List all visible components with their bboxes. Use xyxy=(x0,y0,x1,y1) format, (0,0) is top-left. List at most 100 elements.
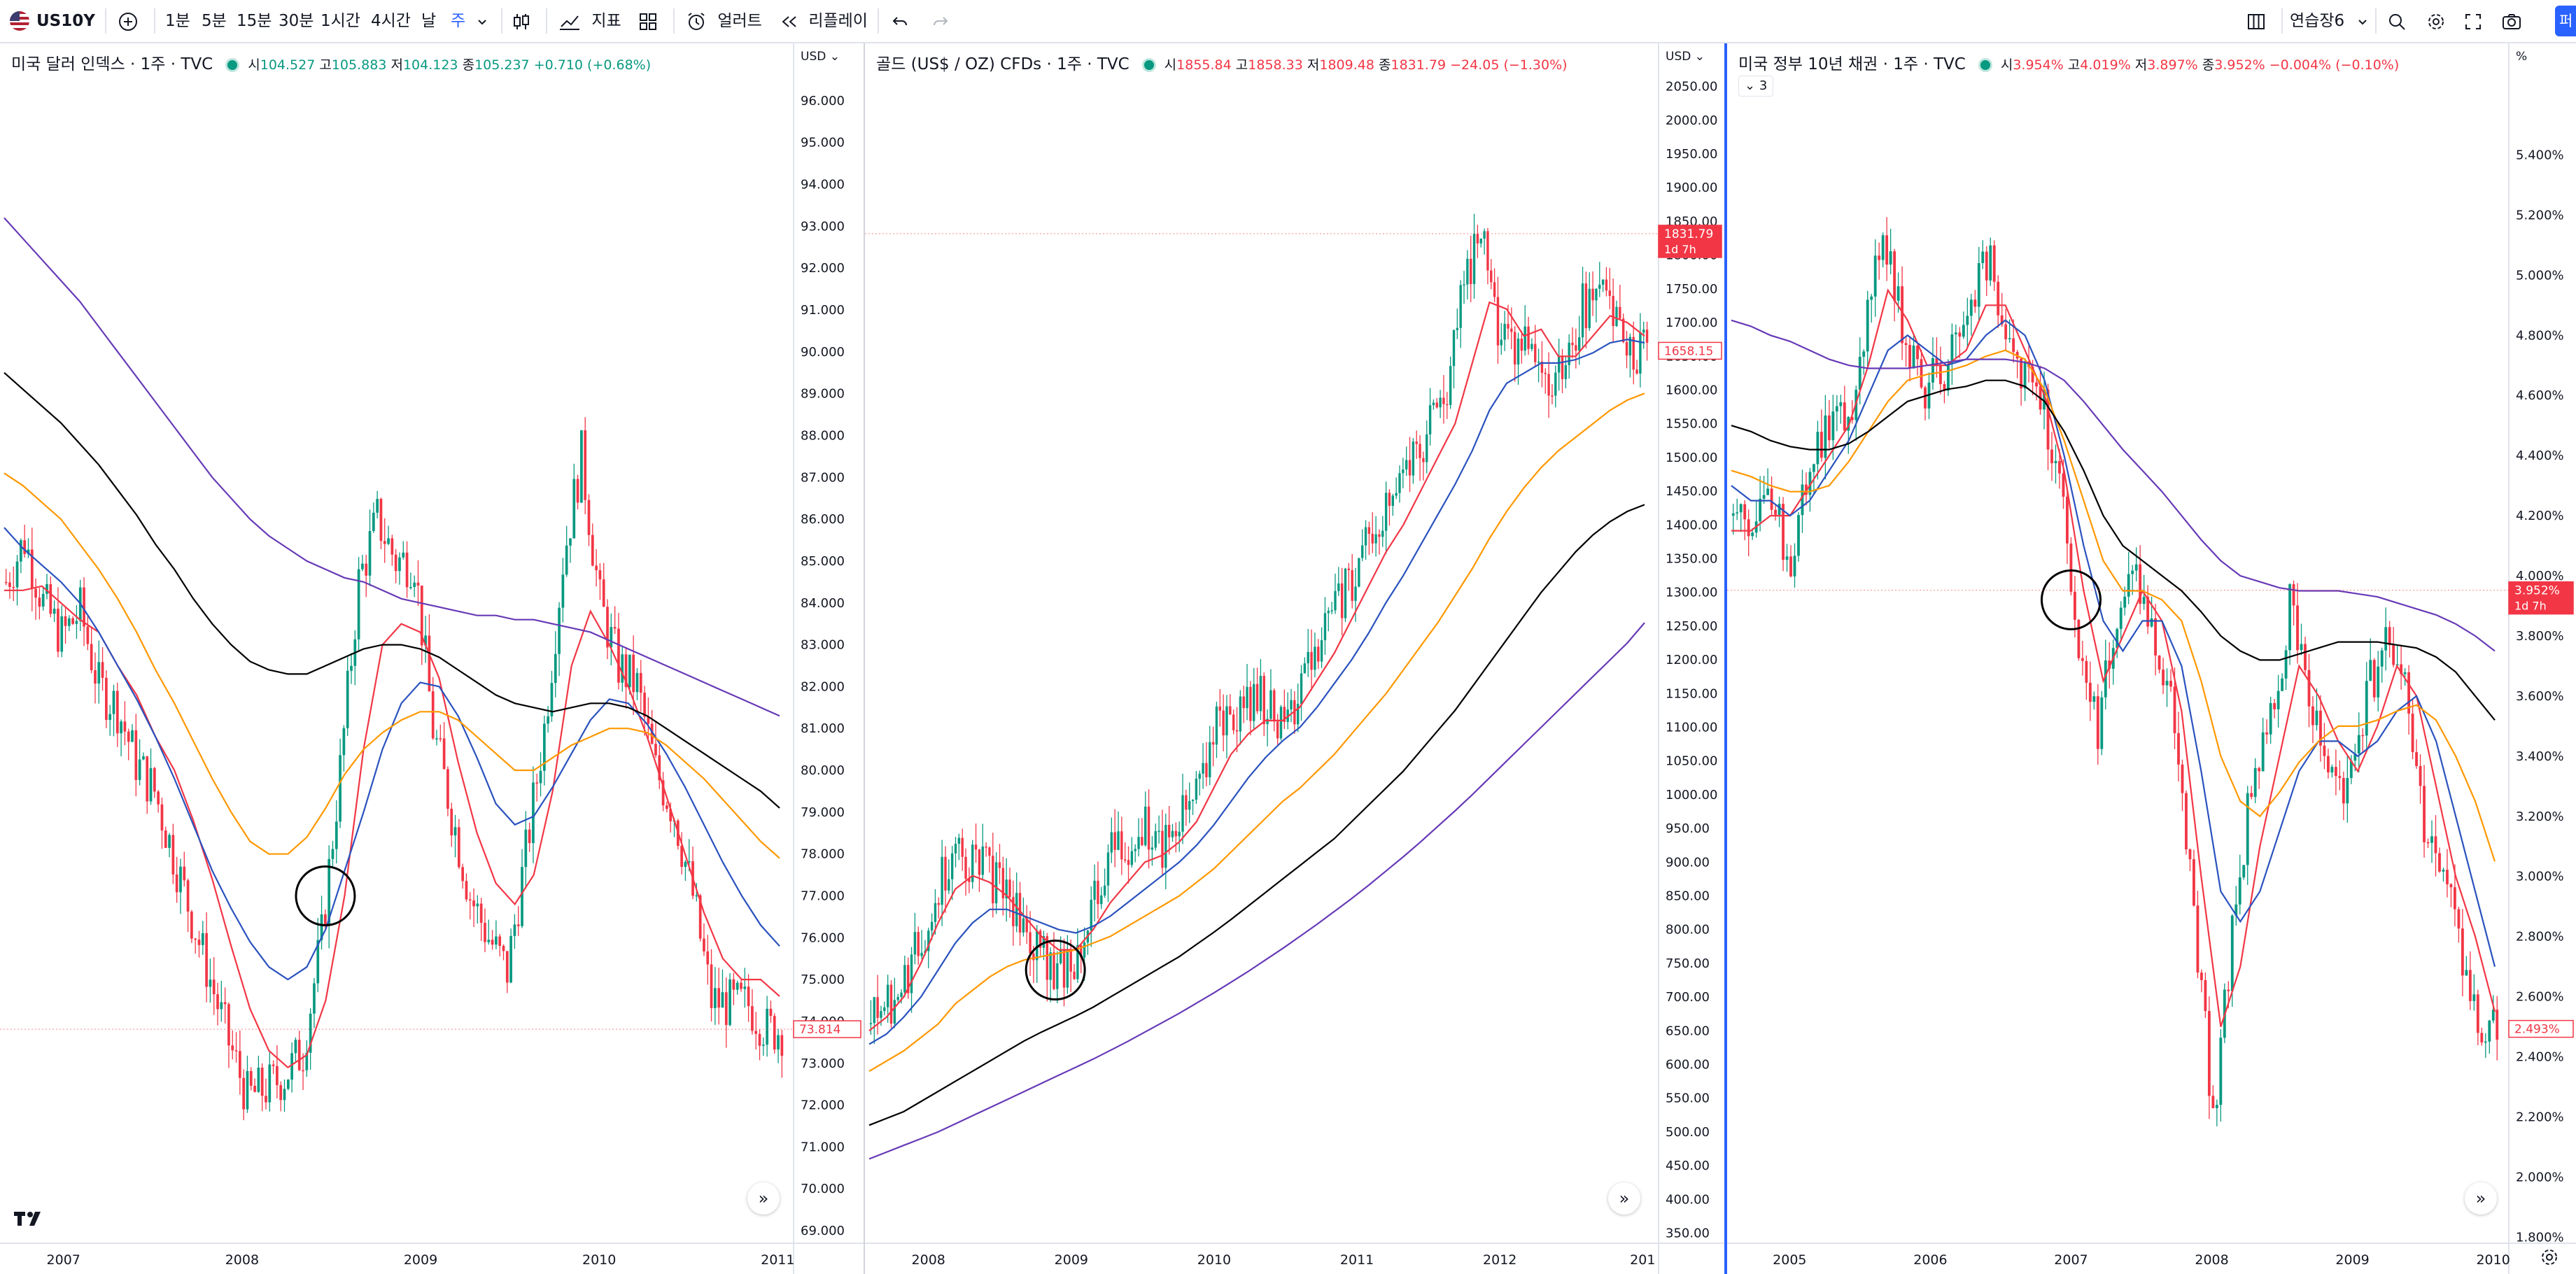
interval-1m[interactable]: 1분 xyxy=(165,12,190,30)
interval-1h[interactable]: 1시간 xyxy=(321,12,360,30)
candle-body xyxy=(2372,660,2376,698)
layout-select-button[interactable] xyxy=(2246,0,2266,42)
candle-body xyxy=(1439,397,1442,408)
templates-button[interactable] xyxy=(638,0,658,42)
price-tick-label: 950.00 xyxy=(1666,821,1710,836)
price-tick-label: 93.000 xyxy=(801,219,845,234)
time-tick-label: 2008 xyxy=(225,1252,259,1268)
candle-body xyxy=(964,856,967,879)
scroll-to-realtime-button[interactable]: » xyxy=(747,1182,780,1215)
candle-body xyxy=(2491,1010,2495,1021)
candle-body xyxy=(1920,359,1923,388)
snapshot-button[interactable] xyxy=(2501,0,2522,42)
candle-body xyxy=(2173,686,2176,733)
undo-button[interactable] xyxy=(890,0,910,42)
redo-button[interactable] xyxy=(931,0,950,42)
chart-pane-gold[interactable]: 2050.002000.001950.001900.001850.001800.… xyxy=(865,43,1724,1274)
settings-button[interactable] xyxy=(2426,0,2447,42)
chart-pane-us10y[interactable]: 5.400% 5.200% 5.000% 4.800% 4.600% 4.400% 4.20… xyxy=(1727,43,2576,1274)
candle-body xyxy=(2369,660,2372,681)
chart-canvas[interactable]: 5.400% 5.200% 5.000% 4.800% 4.600% 4.400% 4.20… xyxy=(1727,43,2576,1274)
candle-body xyxy=(1751,532,1754,537)
candle-body xyxy=(383,541,386,544)
candle-body xyxy=(2012,338,2015,353)
layout-name-button[interactable]: 연습장6 xyxy=(2290,0,2369,42)
tradingview-logo[interactable] xyxy=(14,1210,48,1230)
symbol-title[interactable]: 골드 (US$ / OZ) CFDs · 1주 · TVC xyxy=(876,55,1129,73)
publish-button[interactable]: 퍼블 xyxy=(2555,6,2576,36)
candle-body xyxy=(1323,613,1327,641)
fullscreen-button[interactable] xyxy=(2463,0,2483,42)
chart-type-button[interactable] xyxy=(511,0,532,42)
candle-body xyxy=(1615,306,1618,327)
pane-divider[interactable] xyxy=(864,43,865,1274)
interval-week[interactable]: 주 xyxy=(451,12,466,30)
interval-day[interactable]: 날 xyxy=(421,12,437,30)
interval-5m[interactable]: 5분 xyxy=(202,12,227,30)
candle-body xyxy=(2311,706,2314,726)
axis-unit-label: % xyxy=(2516,50,2527,64)
time-tick-label: 2008 xyxy=(912,1252,945,1268)
candle-body xyxy=(1850,416,1854,420)
candle-body xyxy=(502,945,505,951)
last-price-badge xyxy=(1658,225,1722,258)
candle-body xyxy=(1340,583,1344,618)
chart-canvas[interactable]: 96.000 95.000 94.000 93.000 92.000 91.000 90.0… xyxy=(0,43,864,1274)
candle-body xyxy=(2227,989,2230,991)
candle-body xyxy=(1605,279,1608,291)
candle-body xyxy=(1358,558,1360,587)
symbol-title[interactable]: 미국 정부 10년 채권 · 1주 · TVC xyxy=(1738,55,1966,73)
scroll-to-realtime-button[interactable]: » xyxy=(1608,1182,1640,1215)
candle-body xyxy=(550,683,554,716)
candle-body xyxy=(112,691,115,714)
candle-body xyxy=(2304,644,2307,670)
candle-body xyxy=(624,654,628,688)
candle-body xyxy=(1171,830,1174,837)
search-button[interactable] xyxy=(2386,0,2407,42)
candle-body xyxy=(468,899,472,901)
candle-body xyxy=(1540,361,1544,373)
chart-settings-button[interactable] xyxy=(2539,1247,2560,1271)
candle-body xyxy=(1912,345,1915,369)
candle-body xyxy=(476,903,479,907)
chart-canvas[interactable]: 2050.002000.001950.001900.001850.001800.… xyxy=(865,43,1724,1274)
candle-body xyxy=(706,951,710,965)
candle-body xyxy=(1520,339,1523,351)
interval-30m[interactable]: 30분 xyxy=(279,12,314,30)
candle-body xyxy=(1534,344,1537,362)
alert-button[interactable]: 얼러트 xyxy=(686,0,762,42)
candle-body xyxy=(988,847,991,856)
candle-body xyxy=(2088,682,2092,702)
candle-body xyxy=(1080,944,1083,958)
candle-body xyxy=(2442,870,2445,872)
price-tick-label: 77.000 xyxy=(801,889,845,903)
candle-body xyxy=(516,924,520,926)
indicators-collapse-toggle[interactable]: ⌄ 3 xyxy=(1738,76,1774,97)
interval-dropdown[interactable] xyxy=(476,0,488,42)
candle-body xyxy=(628,654,631,688)
candle-body xyxy=(1831,411,1835,441)
time-tick-label: 2011 xyxy=(761,1252,794,1268)
candle-body xyxy=(1645,330,1649,343)
interval-4h[interactable]: 4시간 xyxy=(371,12,411,30)
candle-body xyxy=(1039,930,1042,948)
compare-symbol-button[interactable] xyxy=(118,0,139,42)
candle-body xyxy=(409,587,412,588)
candle-body xyxy=(509,935,512,983)
replay-button[interactable]: 리플레이 xyxy=(780,0,868,42)
candle-body xyxy=(1198,773,1201,779)
price-tick-label: 500.00 xyxy=(1666,1125,1710,1140)
candle-body xyxy=(1931,358,1934,383)
scroll-to-realtime-button[interactable]: » xyxy=(2465,1182,2497,1215)
symbol-search-button[interactable]: US10Y xyxy=(36,12,95,30)
candle-body xyxy=(1510,328,1513,332)
secondary-price-badge xyxy=(2508,1019,2574,1038)
candle-body xyxy=(390,538,394,555)
price-tick-label: 1450.00 xyxy=(1666,484,1717,499)
symbol-title[interactable]: 미국 달러 인덱스 · 1주 · TVC xyxy=(11,55,213,73)
candle-body xyxy=(2261,732,2265,772)
candle-body xyxy=(2292,584,2295,606)
interval-15m[interactable]: 15분 xyxy=(237,12,272,30)
chart-pane-dxy[interactable]: 96.000 95.000 94.000 93.000 92.000 91.000 90.0… xyxy=(0,43,864,1274)
indicators-button[interactable]: 지표 xyxy=(558,0,621,42)
